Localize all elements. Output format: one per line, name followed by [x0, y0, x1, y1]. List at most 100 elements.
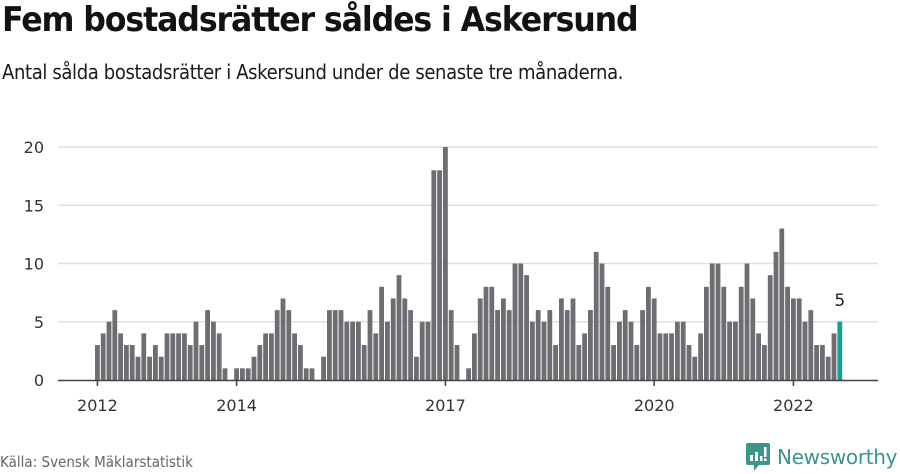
bar — [727, 321, 732, 380]
bar — [129, 345, 135, 380]
y-tick-label: 0 — [34, 371, 44, 390]
bar — [443, 147, 448, 380]
bar — [187, 345, 193, 380]
bar — [158, 356, 164, 380]
bar — [582, 333, 587, 380]
bar — [309, 368, 315, 380]
bar — [796, 298, 802, 380]
bar — [489, 286, 495, 380]
bar — [164, 333, 170, 380]
y-axis-labels: 0 5 10 15 20 — [24, 138, 44, 390]
bar — [559, 298, 564, 380]
bar — [767, 275, 773, 380]
x-axis: 2012 2014 2017 2020 2022 — [58, 379, 878, 415]
bar — [292, 333, 297, 380]
bar — [344, 321, 350, 380]
bar — [408, 310, 413, 380]
bar — [483, 286, 489, 380]
bar — [170, 333, 176, 380]
bar — [622, 310, 628, 380]
y-tick-label: 20 — [24, 138, 44, 157]
x-tick-label: 2017 — [425, 396, 466, 415]
bar — [245, 368, 251, 380]
bar — [280, 298, 286, 380]
bar — [385, 321, 390, 380]
bar — [820, 345, 825, 380]
bar — [773, 251, 779, 380]
bar — [466, 368, 471, 380]
bar — [95, 345, 100, 380]
bar — [414, 356, 419, 380]
x-tick-label: 2012 — [77, 396, 118, 415]
bar — [762, 345, 767, 380]
bar — [454, 345, 460, 380]
bar — [251, 356, 257, 380]
bar — [518, 263, 524, 380]
bar — [298, 345, 303, 380]
bar — [176, 333, 181, 380]
bar — [402, 298, 408, 380]
bars — [95, 147, 843, 380]
bar — [721, 286, 727, 380]
bar — [495, 310, 500, 380]
bar — [750, 298, 756, 380]
bar — [379, 286, 384, 380]
gridlines — [58, 146, 878, 323]
bar — [733, 321, 738, 380]
bar — [205, 310, 210, 380]
bar — [837, 321, 843, 380]
bar — [686, 345, 692, 380]
bar — [808, 310, 814, 380]
bar — [593, 251, 599, 380]
bar — [553, 345, 558, 380]
bar — [657, 333, 663, 380]
bar — [112, 310, 118, 380]
bar — [669, 333, 674, 380]
bar — [286, 310, 292, 380]
bar — [269, 333, 274, 380]
bar — [825, 356, 831, 380]
x-tick-label: 2014 — [216, 396, 257, 415]
bar — [448, 310, 454, 380]
bar — [680, 321, 686, 380]
bar — [472, 333, 477, 380]
bar — [715, 263, 721, 380]
bar — [106, 321, 112, 380]
bar — [663, 333, 669, 380]
y-tick-label: 15 — [24, 196, 44, 215]
newsworthy-logo: Newsworthy — [745, 442, 898, 472]
y-tick-label: 10 — [24, 255, 44, 274]
bar — [437, 170, 442, 380]
bar — [118, 333, 123, 380]
last-value-annotation: 5 — [834, 291, 845, 311]
bar — [512, 263, 518, 380]
bar — [744, 263, 750, 380]
bar — [390, 298, 396, 380]
bar — [646, 286, 651, 380]
bar — [547, 310, 553, 380]
bar — [350, 321, 355, 380]
brand-name: Newsworthy — [777, 445, 898, 469]
bar — [698, 333, 703, 380]
bar — [501, 298, 506, 380]
bar — [576, 345, 582, 380]
bar — [396, 275, 402, 380]
bar — [419, 321, 425, 380]
bar — [222, 368, 228, 380]
bar — [709, 263, 715, 380]
bar — [153, 345, 158, 380]
bar — [240, 368, 245, 380]
bar — [588, 310, 593, 380]
bar — [199, 345, 205, 380]
bar-chart-logo-icon — [746, 443, 770, 471]
bar — [692, 356, 698, 380]
bar — [135, 356, 141, 380]
bar — [738, 286, 744, 380]
bar — [431, 170, 437, 380]
bar — [785, 286, 790, 380]
bar-chart: 0 5 10 15 20 2012 2014 2017 2020 2022 5 — [24, 138, 878, 415]
bar — [338, 310, 344, 380]
bar — [634, 345, 640, 380]
bar — [124, 345, 129, 380]
bar — [356, 321, 361, 380]
